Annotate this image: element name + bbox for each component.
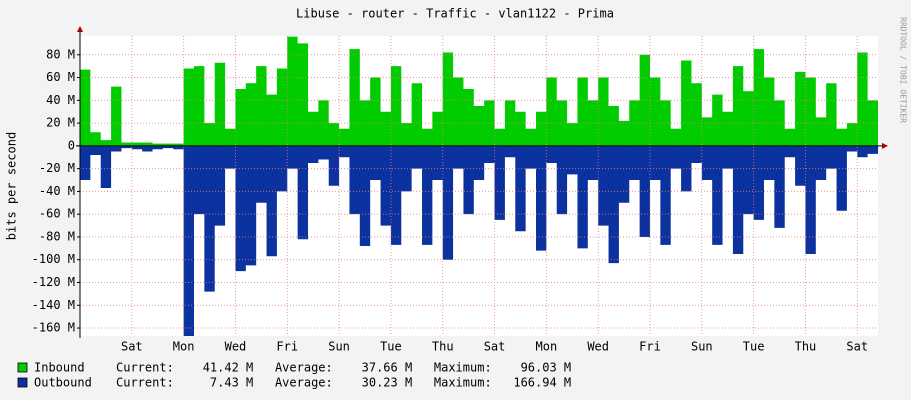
y-axis-label: bits per second (5, 132, 19, 240)
y-tick-label: 20 M (46, 116, 75, 130)
x-tick-label: Wed (225, 340, 247, 354)
y-tick-label: -40 M (39, 184, 75, 198)
legend-stats: Current: 7.43 M Average: 30.23 M Maximum… (116, 376, 571, 390)
x-tick-label: Sat (846, 340, 868, 354)
y-tick-label: 80 M (46, 47, 75, 61)
legend-label: Inbound (34, 361, 85, 375)
x-tick-label: Mon (173, 340, 195, 354)
x-tick-label: Wed (587, 340, 609, 354)
y-tick-label: 60 M (46, 70, 75, 84)
legend-swatch (17, 377, 28, 388)
y-tick-label: -160 M (32, 321, 75, 335)
x-tick-label: Sun (328, 340, 350, 354)
x-tick-label: Fri (639, 340, 661, 354)
x-axis-arrow (882, 142, 888, 149)
y-tick-label: -60 M (39, 207, 75, 221)
y-axis-arrow (77, 26, 83, 32)
y-tick-label: -120 M (32, 275, 75, 289)
area-inbound (80, 36, 878, 146)
y-tick-label: -80 M (39, 229, 75, 243)
watermark: RRDTOOL / TOBI OETIKER (899, 17, 908, 123)
x-tick-label: Mon (536, 340, 558, 354)
x-tick-label: Thu (795, 340, 817, 354)
x-tick-label: Thu (432, 340, 454, 354)
y-tick-label: 40 M (46, 93, 75, 107)
y-tick-label: -100 M (32, 252, 75, 266)
area-outbound (80, 145, 878, 336)
x-tick-label: Sat (484, 340, 506, 354)
y-tick-label: -20 M (39, 161, 75, 175)
x-tick-label: Fri (276, 340, 298, 354)
x-tick-label: Tue (380, 340, 402, 354)
legend-stats: Current: 41.42 M Average: 37.66 M Maximu… (116, 361, 571, 375)
x-tick-label: Sun (691, 340, 713, 354)
x-tick-label: Tue (743, 340, 765, 354)
legend-swatch (17, 362, 28, 373)
legend-label: Outbound (34, 376, 92, 390)
chart-title: Libuse - router - Traffic - vlan1122 - P… (296, 7, 614, 21)
y-tick-label: 0 (68, 138, 75, 152)
x-tick-label: Sat (121, 340, 143, 354)
y-tick-label: -140 M (32, 298, 75, 312)
